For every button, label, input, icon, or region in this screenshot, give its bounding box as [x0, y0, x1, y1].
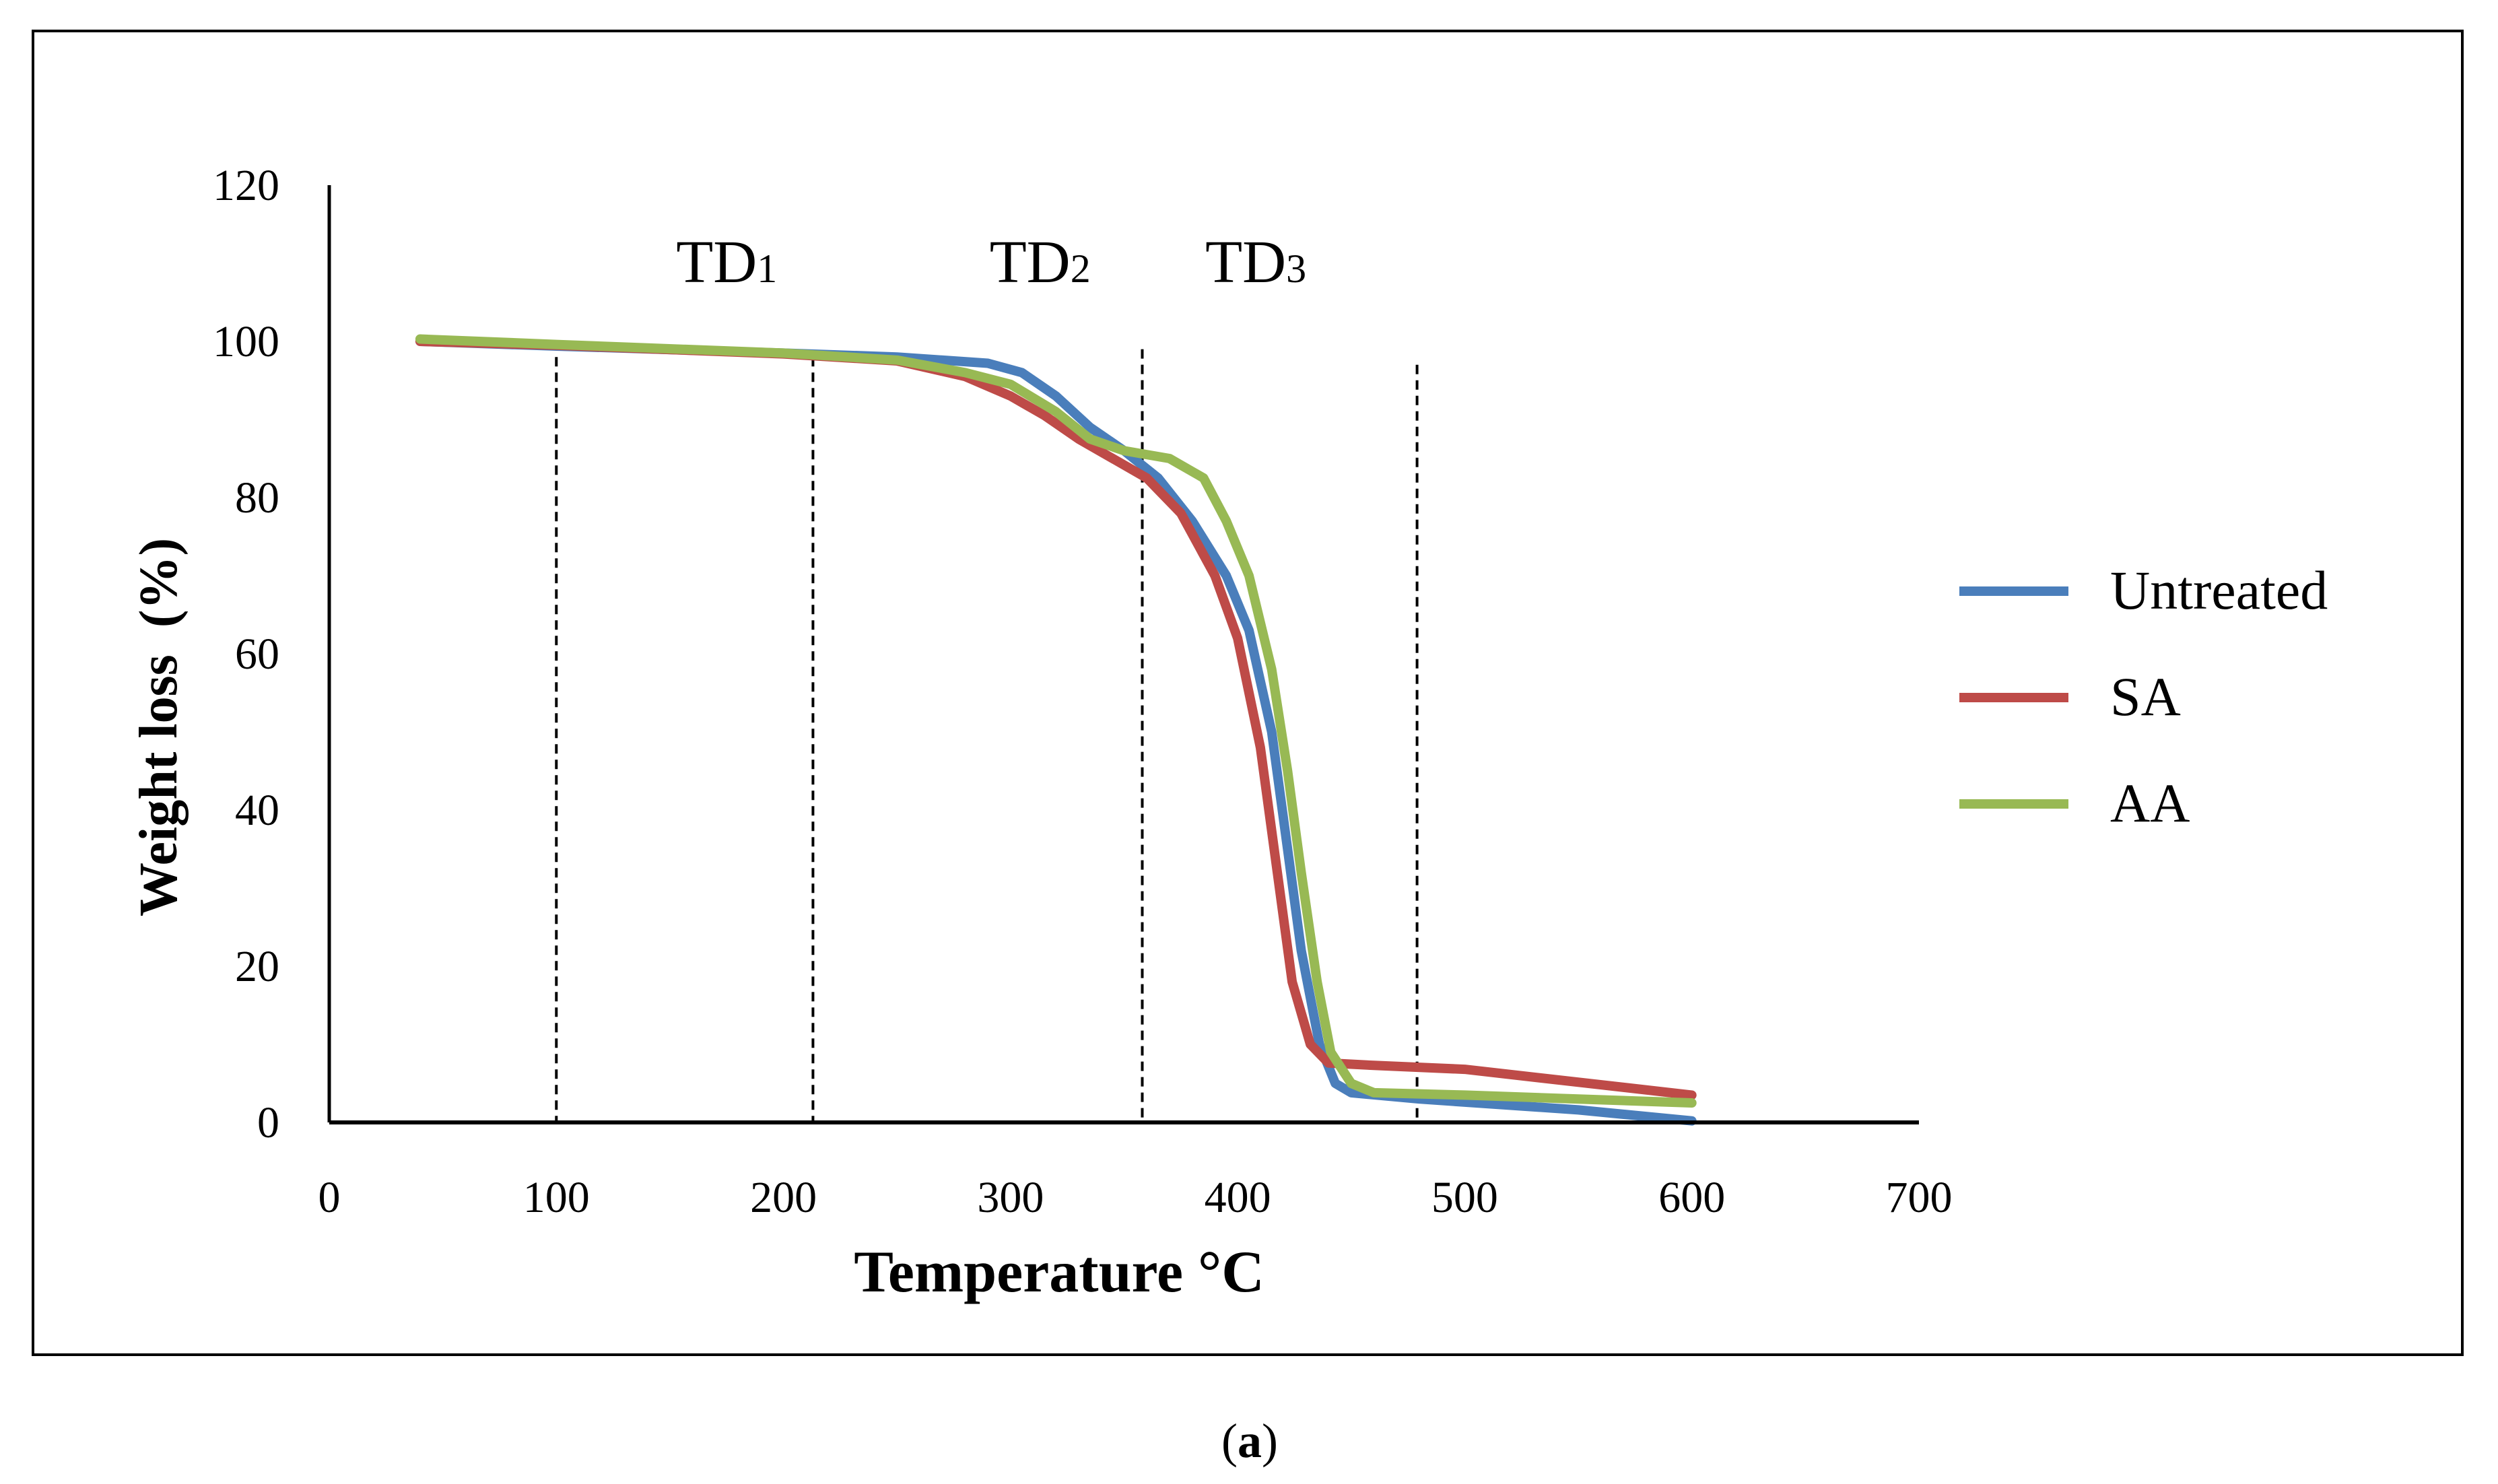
y-tick-label: 120 [213, 161, 279, 210]
y-tick-label: 40 [235, 786, 279, 835]
stage-label-main: TD [1205, 229, 1286, 296]
stage-label-1: TD1 [676, 229, 777, 296]
y-tick-label: 60 [235, 630, 279, 679]
stage-label-2: TD2 [990, 229, 1091, 296]
legend-label-untreated: Untreated [2110, 560, 2328, 621]
legend: Untreated SA AA [1959, 560, 2328, 834]
caption-open: ( [1221, 1414, 1238, 1468]
figure-caption: (a) [1221, 1414, 1278, 1468]
y-axis-title: Weight loss (%) [129, 538, 189, 916]
x-tick-label: 400 [1205, 1173, 1271, 1222]
x-tick-label: 300 [977, 1173, 1044, 1222]
y-tick-label: 100 [213, 317, 279, 366]
x-tick-label: 500 [1431, 1173, 1498, 1222]
series-layer [415, 334, 1697, 1126]
x-tick-labels: 0 100 200 300 400 500 600 700 [318, 1173, 1953, 1222]
stage-label-subscript: 3 [1286, 246, 1306, 291]
stage-label-main: TD [990, 229, 1071, 296]
y-tick-label: 20 [235, 942, 279, 991]
x-tick-label: 700 [1886, 1173, 1953, 1222]
x-tick-label: 100 [523, 1173, 590, 1222]
y-tick-label: 80 [235, 473, 279, 522]
stage-label-main: TD [676, 229, 757, 296]
x-tick-label: 600 [1658, 1173, 1725, 1222]
stage-label-3: TD3 [1205, 229, 1306, 296]
y-tick-label: 0 [257, 1098, 279, 1147]
stage-annotations: TD1 TD2 TD3 [676, 229, 1306, 296]
stage-label-subscript: 1 [757, 246, 777, 291]
x-axis-title: Temperature °C [854, 1240, 1264, 1305]
series-line-aa [415, 334, 1697, 1108]
legend-label-aa: AA [2110, 772, 2190, 834]
series-line-untreated [415, 337, 1697, 1126]
legend-label-sa: SA [2110, 666, 2181, 727]
y-tick-labels: 0 20 40 60 80 100 120 [213, 161, 279, 1147]
caption-letter: a [1238, 1414, 1262, 1468]
x-tick-label: 200 [750, 1173, 817, 1222]
stage-label-subscript: 2 [1071, 246, 1091, 291]
caption-close: ) [1262, 1414, 1278, 1468]
x-tick-label: 0 [318, 1173, 341, 1222]
